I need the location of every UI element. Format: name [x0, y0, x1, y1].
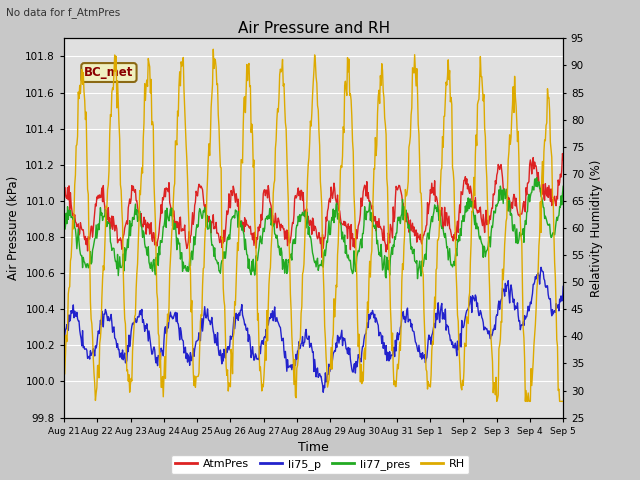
li77_pres: [559, 183, 567, 189]
AtmPres: [318, 254, 326, 260]
Y-axis label: Air Pressure (kPa): Air Pressure (kPa): [6, 176, 20, 280]
li75_p: [388, 352, 396, 358]
li77_pres: [218, 258, 226, 264]
Line: li77_pres: li77_pres: [64, 178, 563, 279]
RH: [182, 142, 190, 148]
li75_p: [60, 343, 68, 348]
li75_p: [182, 356, 190, 361]
li75_p: [218, 361, 226, 367]
RH: [209, 47, 217, 52]
RH: [201, 239, 209, 245]
Line: RH: RH: [64, 49, 563, 401]
li77_pres: [413, 276, 421, 282]
RH: [449, 169, 457, 175]
Line: AtmPres: AtmPres: [64, 154, 563, 257]
li77_pres: [533, 175, 541, 180]
Legend: AtmPres, li75_p, li77_pres, RH: AtmPres, li75_p, li77_pres, RH: [171, 455, 469, 474]
RH: [559, 398, 567, 404]
RH: [511, 73, 518, 79]
li77_pres: [182, 267, 190, 273]
Line: li75_p: li75_p: [64, 267, 563, 392]
Title: Air Pressure and RH: Air Pressure and RH: [237, 21, 390, 36]
AtmPres: [201, 204, 209, 210]
AtmPres: [218, 245, 226, 251]
RH: [60, 372, 68, 377]
AtmPres: [559, 151, 566, 156]
X-axis label: Time: Time: [298, 441, 329, 454]
li77_pres: [449, 262, 457, 268]
li75_p: [201, 304, 209, 310]
AtmPres: [559, 157, 567, 163]
Text: BC_met: BC_met: [84, 66, 134, 79]
AtmPres: [511, 194, 518, 200]
li75_p: [319, 389, 327, 395]
li77_pres: [388, 244, 396, 250]
AtmPres: [60, 196, 68, 202]
li75_p: [537, 264, 545, 270]
li75_p: [559, 284, 567, 289]
li77_pres: [511, 222, 518, 228]
RH: [388, 330, 396, 336]
AtmPres: [449, 238, 457, 244]
li75_p: [449, 345, 457, 351]
li75_p: [511, 307, 518, 312]
AtmPres: [388, 235, 396, 241]
RH: [522, 398, 529, 404]
li77_pres: [201, 205, 209, 211]
AtmPres: [182, 241, 190, 247]
RH: [219, 235, 227, 240]
Y-axis label: Relativity Humidity (%): Relativity Humidity (%): [589, 159, 603, 297]
li77_pres: [60, 223, 68, 228]
Text: No data for f_AtmPres: No data for f_AtmPres: [6, 7, 121, 18]
